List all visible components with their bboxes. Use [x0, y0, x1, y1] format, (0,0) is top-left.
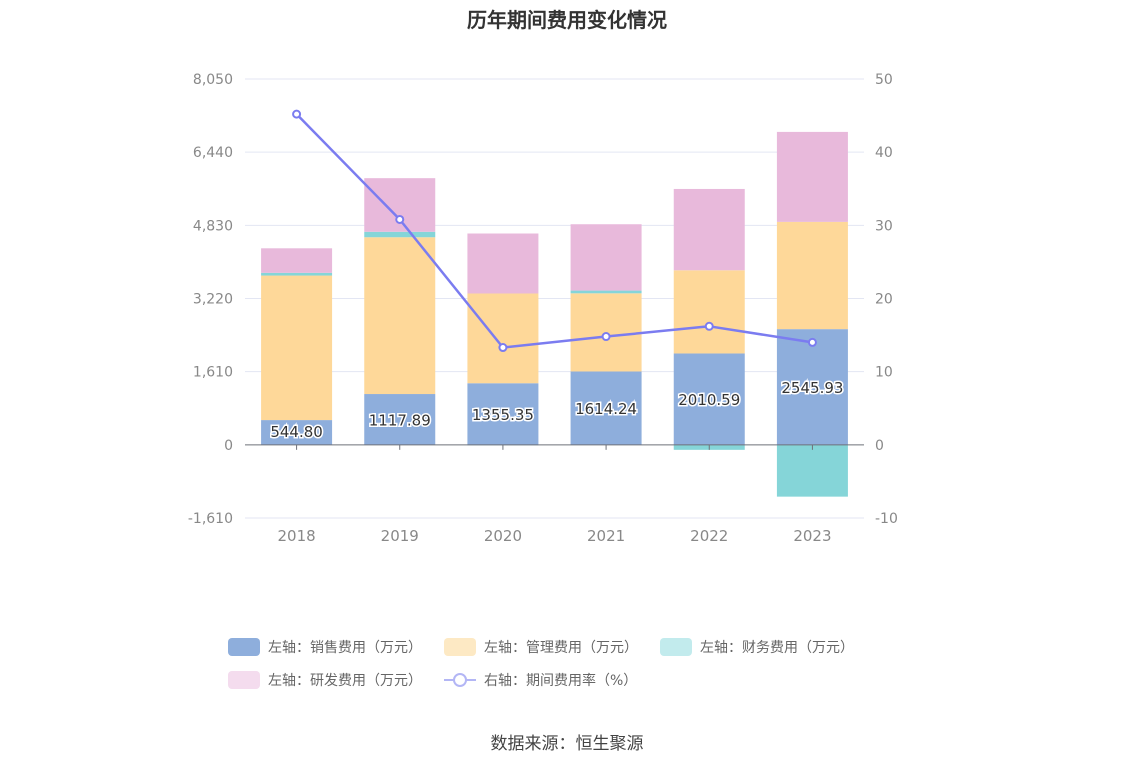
bar-2021-series-2	[570, 290, 642, 294]
x-label-2018: 2018	[277, 527, 315, 545]
expense-rate-point-2020	[498, 343, 508, 353]
bar-2019-series-0	[364, 394, 436, 445]
grid-lines	[245, 78, 864, 519]
left-tick-label: 4,830	[193, 218, 233, 234]
bar-2023-series-0	[776, 329, 848, 445]
legend-label-finance: 左轴：财务费用（万元）	[700, 639, 854, 656]
data-label-2023: 2545.93	[781, 379, 843, 397]
data-label-2021: 1614.24	[575, 400, 637, 418]
legend-swatch-finance	[660, 637, 692, 656]
bar-2022-series-1	[673, 270, 745, 354]
bar-2023-series-1	[776, 221, 848, 330]
legend-line-icon	[444, 671, 476, 689]
legend-item-rnd[interactable]: 左轴：研发费用（万元）	[228, 670, 422, 690]
legend: 左轴：销售费用（万元） 左轴：管理费用（万元） 左轴：财务费用（万元） 左轴：研…	[228, 630, 928, 696]
bar-2022-series-3	[673, 188, 745, 271]
x-label-2022: 2022	[690, 527, 728, 545]
legend-label-admin: 左轴：管理费用（万元）	[484, 639, 638, 656]
bar-2018-series-3	[261, 248, 333, 273]
right-tick-label: -10	[875, 511, 898, 527]
left-y-axis: 8,050 6,440 4,830 3,220 1,610 0 -1,610	[188, 72, 233, 527]
legend-label-sales: 左轴：销售费用（万元）	[268, 639, 422, 656]
left-tick-label: 3,220	[193, 292, 233, 308]
legend-swatch-sales	[228, 637, 260, 656]
bar-2020-series-0	[467, 383, 539, 445]
data-label-2018: 544.80	[270, 423, 323, 441]
bar-2021-series-0	[570, 371, 642, 445]
left-tick-label: 1,610	[193, 365, 233, 381]
legend-item-admin[interactable]: 左轴：管理费用（万元）	[444, 637, 638, 657]
bar-2018-series-2	[261, 272, 333, 276]
x-label-2020: 2020	[484, 527, 522, 545]
expense-rate-point-2019	[395, 214, 405, 224]
right-tick-label: 40	[875, 145, 893, 161]
left-tick-label: -1,610	[188, 511, 233, 527]
bar-2020-series-3	[467, 233, 539, 294]
expense-rate-point-2018	[292, 109, 302, 119]
legend-item-finance[interactable]: 左轴：财务费用（万元）	[660, 637, 854, 657]
legend-label-expense-rate: 右轴：期间费用率（%）	[484, 672, 638, 689]
chart-title: 历年期间费用变化情况	[467, 8, 667, 32]
legend-row: 左轴：研发费用（万元） 右轴：期间费用率（%）	[228, 663, 928, 696]
right-y-axis: 50 40 30 20 10 0 -10	[875, 72, 898, 527]
bar-2022-series-0	[673, 353, 745, 445]
bar-2020-series-1	[467, 293, 539, 384]
x-label-2019: 2019	[381, 527, 419, 545]
legend-item-expense-rate[interactable]: 右轴：期间费用率（%）	[444, 670, 637, 690]
data-label-2020: 1355.35	[472, 406, 534, 424]
legend-swatch-rnd	[228, 670, 260, 689]
legend-item-sales[interactable]: 左轴：销售费用（万元）	[228, 637, 422, 657]
expense-rate-point-2022	[704, 321, 714, 331]
bar-2019-series-1	[364, 237, 436, 395]
bar-2018-series-0	[261, 420, 333, 445]
legend-label-rnd: 左轴：研发费用（万元）	[268, 672, 422, 689]
bar-2019-series-2	[364, 231, 436, 238]
bar-series	[261, 131, 848, 497]
line-series	[292, 109, 817, 353]
x-axis-labels: 2018 2019 2020 2021 2022 2023	[277, 527, 831, 545]
bar-2023-series-3	[776, 131, 848, 222]
expense-rate-point-2023	[807, 337, 817, 347]
x-label-2021: 2021	[587, 527, 625, 545]
expense-rate-line	[295, 113, 813, 349]
x-axis-baseline	[245, 444, 864, 450]
data-label-2019: 1117.89	[369, 411, 431, 429]
x-label-2023: 2023	[793, 527, 831, 545]
right-tick-label: 50	[875, 72, 893, 88]
expense-rate-point-2021	[601, 332, 611, 342]
data-label-2022: 2010.59	[678, 391, 740, 409]
data-labels: 544.80 1117.89 1355.35 1614.24 2010.59 2545.9…	[269, 377, 845, 442]
stacked-bar-line-chart: 8,050 6,440 4,830 3,220 1,610 0 -1,610 50 40 30 2…	[188, 72, 898, 545]
right-tick-label: 10	[875, 365, 893, 381]
bar-2021-series-3	[570, 224, 642, 291]
bar-2023-series-2	[776, 444, 848, 497]
legend-row: 左轴：销售费用（万元） 左轴：管理费用（万元） 左轴：财务费用（万元）	[228, 630, 928, 663]
right-tick-label: 0	[875, 438, 884, 454]
left-tick-label: 6,440	[193, 145, 233, 161]
right-tick-label: 30	[875, 218, 893, 234]
legend-swatch-admin	[444, 637, 476, 656]
source-note: 数据来源：恒生聚源	[490, 734, 644, 754]
right-tick-label: 20	[875, 292, 893, 308]
bar-2018-series-1	[261, 275, 333, 421]
left-tick-label: 8,050	[193, 72, 233, 88]
left-tick-label: 0	[224, 438, 233, 454]
